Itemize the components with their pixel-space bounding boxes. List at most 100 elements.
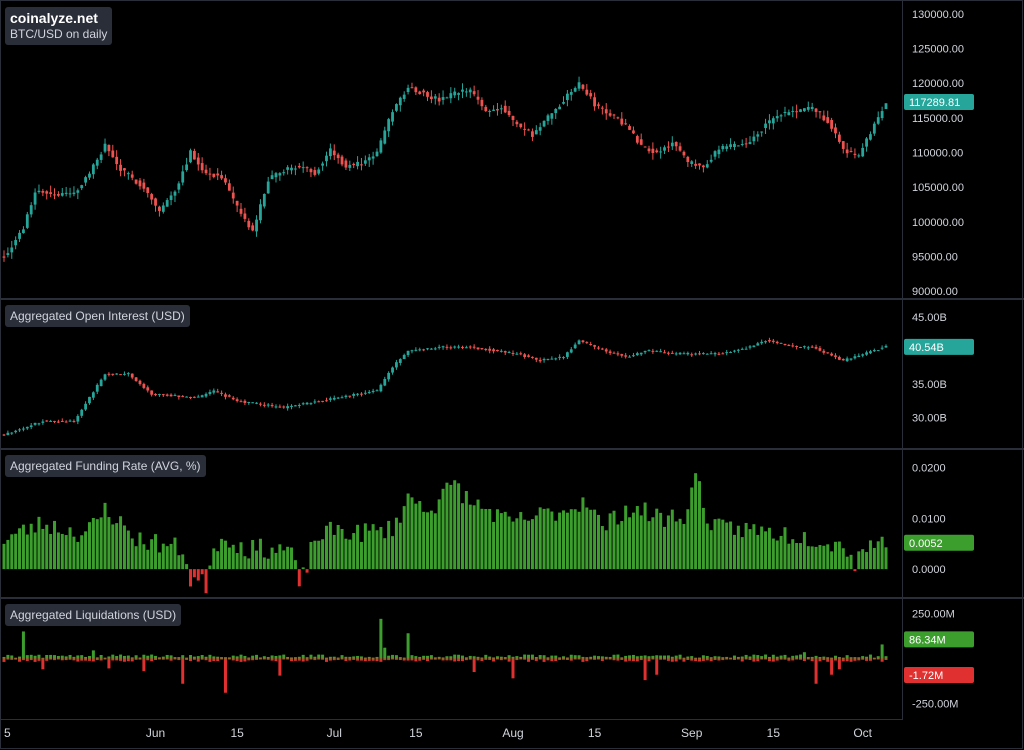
short-liquidation-bar[interactable]	[787, 658, 791, 661]
long-liquidation-bar[interactable]	[33, 655, 37, 659]
candle[interactable]	[134, 179, 138, 185]
candle[interactable]	[204, 392, 208, 398]
short-liquidation-bar[interactable]	[344, 658, 348, 661]
long-liquidation-bar[interactable]	[810, 656, 814, 659]
funding-bar[interactable]	[725, 522, 729, 570]
short-liquidation-bar[interactable]	[826, 658, 830, 662]
candle[interactable]	[826, 352, 830, 354]
funding-bar[interactable]	[659, 512, 663, 570]
short-liquidation-bar[interactable]	[530, 658, 534, 660]
candle[interactable]	[356, 156, 359, 170]
candle[interactable]	[826, 110, 830, 124]
long-liquidation-bar[interactable]	[612, 654, 616, 659]
funding-bar[interactable]	[639, 515, 643, 570]
short-liquidation-bar[interactable]	[394, 658, 398, 660]
short-liquidation-bar[interactable]	[717, 658, 721, 661]
short-liquidation-bar[interactable]	[748, 658, 752, 661]
long-liquidation-bar[interactable]	[336, 657, 340, 659]
long-liquidation-bar[interactable]	[593, 655, 597, 659]
candle[interactable]	[760, 131, 764, 137]
candle[interactable]	[332, 395, 336, 401]
candle[interactable]	[10, 240, 14, 259]
candle[interactable]	[667, 351, 670, 356]
candle[interactable]	[235, 200, 239, 213]
funding-bar[interactable]	[402, 506, 406, 570]
candle[interactable]	[663, 349, 666, 354]
candle[interactable]	[457, 92, 460, 101]
long-liquidation-bar[interactable]	[134, 655, 138, 659]
candle[interactable]	[670, 350, 674, 354]
candle[interactable]	[756, 131, 760, 142]
candle[interactable]	[651, 142, 655, 160]
funding-bar[interactable]	[818, 545, 822, 570]
long-liquidation-bar[interactable]	[422, 655, 426, 659]
funding-bar[interactable]	[616, 524, 620, 570]
long-liquidation-bar[interactable]	[569, 654, 573, 659]
long-liquidation-bar[interactable]	[767, 656, 771, 659]
short-liquidation-bar[interactable]	[682, 658, 686, 662]
funding-bar[interactable]	[379, 526, 383, 570]
candle[interactable]	[876, 349, 880, 352]
short-liquidation-bar[interactable]	[721, 658, 725, 661]
candle[interactable]	[60, 418, 64, 422]
candle[interactable]	[515, 119, 519, 128]
long-liquidation-bar[interactable]	[802, 652, 806, 659]
candle[interactable]	[158, 393, 161, 397]
candle[interactable]	[682, 150, 686, 158]
candle[interactable]	[181, 165, 185, 186]
funding-bar[interactable]	[429, 510, 433, 570]
funding-bar[interactable]	[457, 483, 461, 570]
short-liquidation-bar[interactable]	[223, 658, 227, 693]
candle[interactable]	[84, 401, 87, 411]
long-liquidation-bar[interactable]	[247, 657, 251, 659]
long-liquidation-bar[interactable]	[115, 656, 119, 659]
long-liquidation-bar[interactable]	[185, 657, 189, 659]
candle[interactable]	[146, 187, 150, 198]
candle[interactable]	[849, 147, 853, 153]
short-liquidation-bar[interactable]	[678, 658, 682, 660]
candle[interactable]	[853, 353, 857, 360]
funding-bar[interactable]	[274, 552, 278, 570]
short-liquidation-bar[interactable]	[499, 658, 503, 661]
short-liquidation-bar[interactable]	[356, 658, 360, 661]
funding-bar[interactable]	[802, 532, 806, 570]
candle[interactable]	[803, 108, 806, 112]
candle[interactable]	[297, 163, 301, 169]
short-liquidation-bar[interactable]	[538, 658, 542, 660]
long-liquidation-bar[interactable]	[255, 654, 259, 659]
candle[interactable]	[224, 174, 227, 185]
candle[interactable]	[527, 128, 530, 131]
long-liquidation-bar[interactable]	[884, 656, 888, 659]
candle[interactable]	[550, 356, 554, 360]
candle[interactable]	[270, 402, 274, 408]
candle[interactable]	[379, 138, 383, 154]
funding-bar[interactable]	[60, 533, 64, 570]
short-liquidation-bar[interactable]	[220, 658, 224, 660]
candle[interactable]	[138, 178, 142, 190]
candle[interactable]	[803, 345, 806, 349]
short-liquidation-bar[interactable]	[725, 658, 729, 660]
long-liquidation-bar[interactable]	[868, 654, 872, 659]
short-liquidation-bar[interactable]	[340, 658, 344, 660]
long-liquidation-bar[interactable]	[391, 654, 395, 659]
candle[interactable]	[91, 163, 95, 179]
candle[interactable]	[869, 349, 872, 355]
funding-bar[interactable]	[14, 533, 18, 570]
long-liquidation-bar[interactable]	[499, 656, 503, 659]
candle[interactable]	[810, 102, 814, 112]
candle[interactable]	[771, 338, 775, 344]
long-liquidation-bar[interactable]	[527, 654, 531, 659]
candle[interactable]	[562, 356, 565, 360]
candle[interactable]	[22, 426, 25, 432]
candle[interactable]	[884, 103, 888, 110]
candle[interactable]	[717, 351, 721, 356]
funding-bar[interactable]	[612, 510, 616, 570]
candle[interactable]	[620, 353, 624, 358]
candle[interactable]	[581, 83, 585, 91]
funding-bar[interactable]	[258, 538, 262, 570]
candle[interactable]	[309, 402, 313, 405]
candle[interactable]	[6, 430, 10, 436]
candle[interactable]	[158, 205, 161, 217]
candle[interactable]	[274, 404, 278, 409]
candle[interactable]	[861, 353, 865, 358]
